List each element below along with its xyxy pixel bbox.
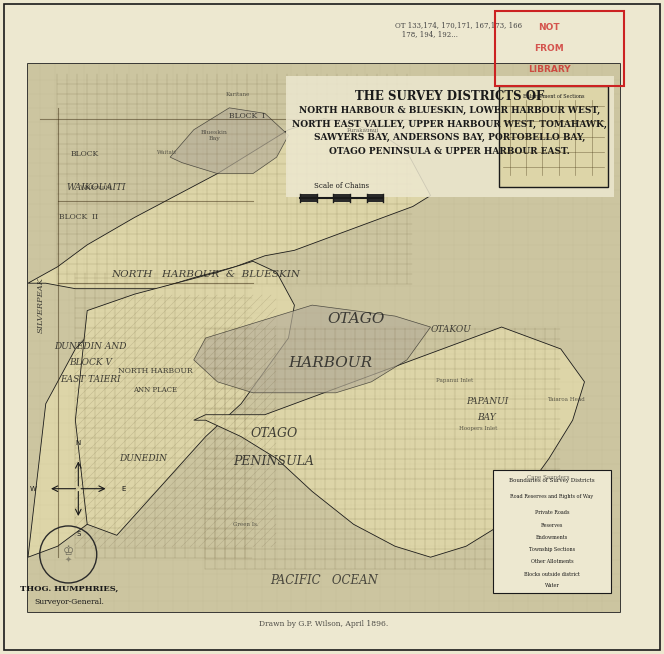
Polygon shape <box>194 327 584 557</box>
Text: Green Is.: Green Is. <box>233 522 259 527</box>
Text: Other Allotments: Other Allotments <box>531 559 573 564</box>
Text: SAWYERS BAY, ANDERSONS BAY, PORTOBELLO BAY,: SAWYERS BAY, ANDERSONS BAY, PORTOBELLO B… <box>314 133 586 142</box>
Text: Waitati: Waitati <box>157 150 177 155</box>
Text: Scale of Chains: Scale of Chains <box>314 182 369 190</box>
Bar <box>286 76 614 197</box>
Text: W: W <box>30 486 37 492</box>
Text: NORTH   HARBOUR  &  BLUESKIN: NORTH HARBOUR & BLUESKIN <box>111 271 300 279</box>
Text: BLOCK V: BLOCK V <box>68 358 112 367</box>
Text: Papanui Inlet: Papanui Inlet <box>436 378 473 383</box>
Text: Blueskin
Bay: Blueskin Bay <box>201 130 228 141</box>
Text: N: N <box>76 441 81 447</box>
Polygon shape <box>28 119 430 288</box>
Text: ✦: ✦ <box>65 555 72 564</box>
Text: Surveyor-General.: Surveyor-General. <box>35 598 104 606</box>
Text: Purakaunui: Purakaunui <box>347 128 378 133</box>
Text: BLOCK: BLOCK <box>70 150 98 158</box>
Polygon shape <box>194 305 430 393</box>
Text: Waikouaiti: Waikouaiti <box>80 185 112 190</box>
Bar <box>333 194 350 202</box>
Text: Blocks outside district: Blocks outside district <box>524 572 580 577</box>
Text: BAY: BAY <box>477 413 496 422</box>
Text: Water: Water <box>544 583 559 588</box>
Text: NORTH HARBOUR & BLUESKIN, LOWER HARBOUR WEST,: NORTH HARBOUR & BLUESKIN, LOWER HARBOUR … <box>299 106 600 115</box>
Text: EAST TAIERI: EAST TAIERI <box>60 375 120 384</box>
Text: Cape Saunders: Cape Saunders <box>527 475 569 480</box>
Text: WAIKOUAITI: WAIKOUAITI <box>66 183 126 192</box>
Text: Endowments: Endowments <box>536 535 568 540</box>
Text: DUNEDIN: DUNEDIN <box>120 454 167 463</box>
Text: Reserves: Reserves <box>540 523 563 528</box>
Text: FROM: FROM <box>534 44 564 53</box>
Text: OTAKOU: OTAKOU <box>431 325 471 334</box>
Text: OTAGO: OTAGO <box>250 428 297 440</box>
Text: ANN PLACE: ANN PLACE <box>133 386 177 394</box>
Bar <box>28 64 620 612</box>
Text: LIBRARY: LIBRARY <box>528 65 570 75</box>
Text: E: E <box>122 486 125 492</box>
Text: Taiaroa Head: Taiaroa Head <box>546 397 584 402</box>
Text: ♔: ♔ <box>62 545 74 558</box>
Text: OTAGO: OTAGO <box>328 312 385 326</box>
Text: Hoopers Inlet: Hoopers Inlet <box>459 426 497 431</box>
Bar <box>28 64 620 612</box>
Text: PACIFIC   OCEAN: PACIFIC OCEAN <box>270 574 378 587</box>
Text: THE SURVEY DISTRICTS OF: THE SURVEY DISTRICTS OF <box>355 90 544 103</box>
Text: OT 133,174, 170,171, 167,173, 166
   178, 194, 192...: OT 133,174, 170,171, 167,173, 166 178, 1… <box>395 21 522 38</box>
Text: NOT: NOT <box>539 23 560 32</box>
Text: HARBOUR: HARBOUR <box>288 356 372 370</box>
Polygon shape <box>75 262 294 535</box>
Bar <box>493 470 611 593</box>
Text: S: S <box>76 531 80 537</box>
Text: BLOCK  II: BLOCK II <box>59 213 98 222</box>
Bar <box>495 11 624 86</box>
Text: NORTH HARBOUR: NORTH HARBOUR <box>118 367 193 375</box>
Text: PENINSULA: PENINSULA <box>233 455 314 468</box>
Text: BLOCK  I: BLOCK I <box>229 112 265 120</box>
Text: SILVERPEAK: SILVERPEAK <box>37 277 45 333</box>
Polygon shape <box>170 108 288 173</box>
Text: Road Reserves and Rights of Way: Road Reserves and Rights of Way <box>511 494 594 499</box>
Polygon shape <box>28 283 241 557</box>
Text: NORTH EAST VALLEY, UPPER HARBOUR WEST, TOMAHAWK,: NORTH EAST VALLEY, UPPER HARBOUR WEST, T… <box>292 120 608 129</box>
Bar <box>499 86 608 187</box>
Text: PAPANUI: PAPANUI <box>465 396 508 405</box>
Text: Enlargement of Sections: Enlargement of Sections <box>523 94 584 99</box>
Bar <box>367 194 383 202</box>
Text: Township Sections: Township Sections <box>529 547 575 552</box>
Text: THOG. HUMPHRIES,: THOG. HUMPHRIES, <box>21 585 119 593</box>
Text: DUNEDIN AND: DUNEDIN AND <box>54 342 126 351</box>
Text: OTAGO PENINSULA & UPPER HARBOUR EAST.: OTAGO PENINSULA & UPPER HARBOUR EAST. <box>329 146 570 156</box>
Text: Boundaries of Survey Districts: Boundaries of Survey Districts <box>509 477 595 483</box>
Bar <box>300 194 317 202</box>
Text: Drawn by G.P. Wilson, April 1896.: Drawn by G.P. Wilson, April 1896. <box>260 620 388 628</box>
Text: Private Roads: Private Roads <box>535 510 569 515</box>
Text: Karitane: Karitane <box>226 92 250 97</box>
